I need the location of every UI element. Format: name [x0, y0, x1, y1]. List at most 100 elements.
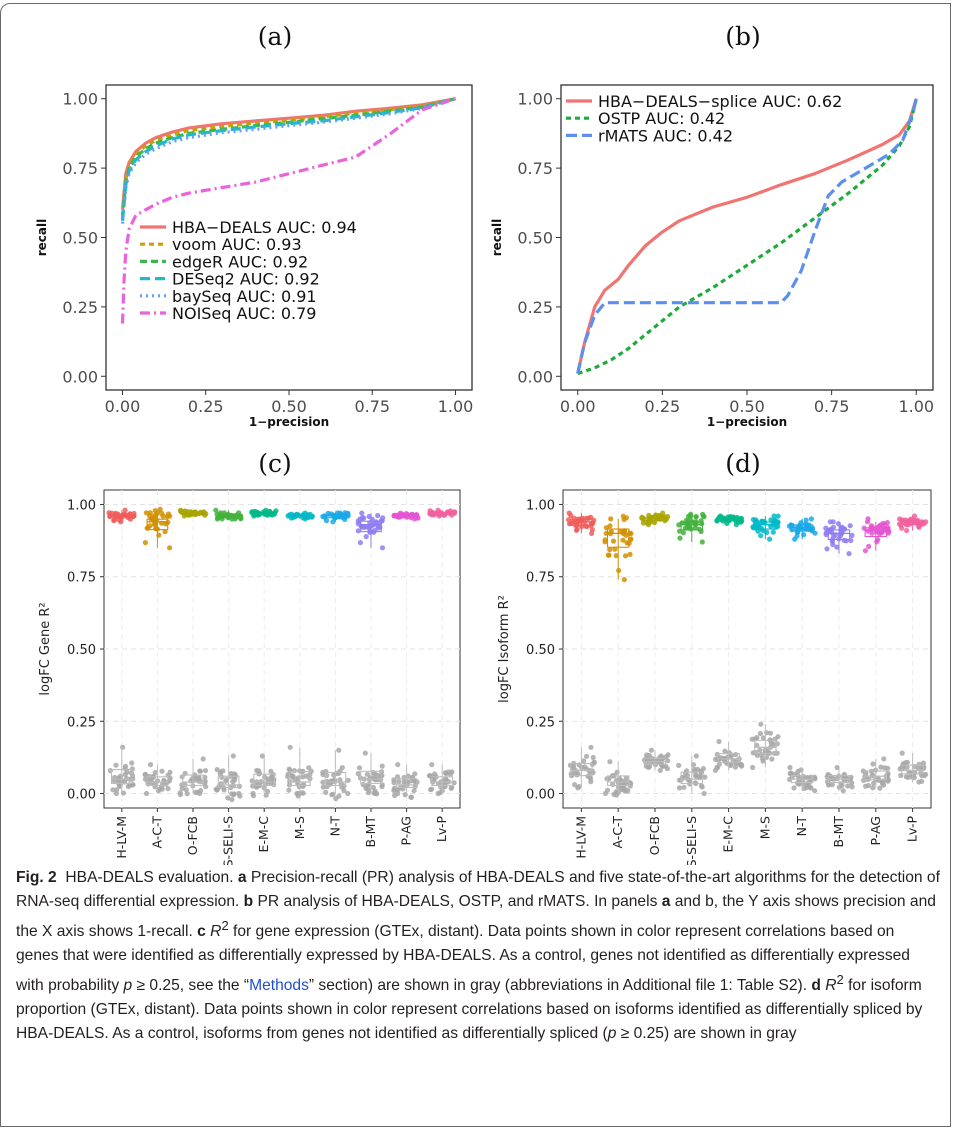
chart-c-ytick-label: 0.50: [67, 643, 96, 658]
caption-a-text: Precision-recall (PR) analysis of HBA-DE…: [16, 869, 940, 910]
chart-c-gray-point: [323, 789, 329, 796]
chart-d-colored-box: [827, 529, 851, 540]
chart-c-gray-point: [337, 777, 343, 783]
chart-d-gray-point: [757, 747, 763, 753]
chart-d-ytick-label: 1.00: [526, 498, 555, 513]
chart-d-ytick-label: 0.00: [526, 788, 555, 803]
caption-panels-a: a: [661, 893, 671, 910]
caption-panels-and: and b, the Y axis shows precision and th…: [16, 893, 936, 941]
chart-c-gray-point: [320, 779, 326, 785]
chart-d-gray-point: [613, 792, 620, 798]
chart-c-gray-point: [221, 787, 227, 793]
chart-d-gray-point: [811, 775, 817, 781]
chart-b-legend-label: HBA−DEALS−splice AUC: 0.62: [598, 92, 842, 111]
chart-d-colored-point: [696, 526, 703, 532]
chart-c-colored-point: [359, 510, 365, 516]
chart-c-gray-point: [437, 790, 443, 796]
chart-d-xtick-label: Lv-P: [905, 816, 920, 843]
chart-c-gray-point: [143, 790, 150, 797]
chart-d-gray-point: [623, 787, 629, 793]
chart-d-gray-point: [899, 750, 905, 756]
chart-c-gray-point: [177, 790, 183, 796]
caption-a-label: a: [237, 869, 247, 886]
chart-c-xtick-label: S-SELI-S: [221, 816, 236, 865]
chart-d-gray-point: [716, 738, 722, 745]
chart-d-xtick-label: H-LV-M: [573, 816, 588, 859]
chart-d-gray-point: [774, 741, 780, 747]
chart-d-colored-point: [602, 539, 608, 545]
chart-c-gray-point: [443, 776, 449, 782]
chart-d-gray-point: [759, 752, 765, 758]
methods-link[interactable]: Methods: [249, 977, 309, 995]
chart-d-colored-point: [616, 567, 622, 574]
chart-d-gray-point: [663, 763, 669, 770]
chart-d-gray-point: [722, 748, 728, 754]
chart-c-gray-point: [265, 776, 271, 782]
chart-c-ytick-label: 0.00: [67, 788, 96, 803]
chart-d-gray-point: [701, 790, 707, 797]
chart-d-ytick-label: 0.25: [526, 715, 555, 730]
chart-d-gray-point: [757, 730, 764, 737]
chart-d-colored-point: [688, 511, 694, 517]
chart-d-xtick-label: S-SELI-S: [684, 816, 699, 865]
chart-c-gray-point: [370, 784, 376, 791]
chart-c-gray-point: [429, 762, 435, 768]
chart-d-ylabel: logFC Isoform R²: [497, 595, 512, 703]
chart-d-colored-box: [754, 521, 777, 530]
chart-c-gray-point: [120, 744, 126, 750]
chart-c-xtick-label: M-S: [292, 816, 307, 839]
chart-c-gray-point: [107, 768, 113, 774]
chart-d-colored-point: [886, 529, 892, 535]
chart-d-colored-point: [622, 553, 629, 559]
chart-a-ytick-label: 0.00: [62, 367, 98, 386]
chart-a-xtick-label: 0.25: [188, 397, 224, 416]
chart-c-ytick-label: 0.25: [67, 715, 96, 730]
chart-d-colored-point: [848, 537, 854, 544]
chart-d-colored-point: [849, 532, 855, 539]
chart-c-gray-point: [228, 770, 234, 777]
chart-d-gray-point: [764, 730, 770, 736]
chart-d-gray-point: [583, 753, 590, 759]
chart-d-gray-point: [581, 758, 587, 764]
chart-a-xtick-label: 0.75: [354, 397, 390, 416]
chart-c-colored-point: [380, 515, 386, 521]
chart-d-gray-point: [687, 781, 693, 787]
chart-d-colored-point: [648, 519, 654, 525]
chart-c-gray-point: [219, 774, 225, 781]
chart-d-gray-point: [684, 768, 690, 774]
chart-d-colored-box: [680, 521, 704, 531]
chart-c-gray-point: [229, 791, 235, 797]
chart-c-gray-box: [288, 771, 311, 787]
chart-c-gray-point: [229, 796, 235, 803]
chart-a-xtick-label: 0.50: [271, 397, 307, 416]
chart-d-colored-point: [607, 547, 613, 553]
chart-a-ytick-label: 1.00: [62, 90, 98, 109]
chart-d-colored-point: [621, 528, 627, 534]
chart-d-gray-point: [572, 782, 578, 788]
chart-d-colored-point: [868, 524, 874, 530]
chart-c-gray-point: [356, 765, 363, 771]
caption-c-text3: ” section) are shown in gray (abbreviati…: [308, 977, 812, 995]
chart-c-gray-point: [411, 788, 417, 794]
chart-d-colored-point: [830, 524, 837, 531]
chart-a-legend-label: voom AUC: 0.93: [172, 235, 302, 254]
caption-d-text2: ≥ 0.25) are shown in gray: [616, 1025, 797, 1043]
chart-a-ytick-label: 0.25: [62, 298, 98, 317]
caption-d-r-symbol: R: [825, 977, 837, 995]
chart-c-colored-point: [361, 524, 367, 530]
caption-c-label: c: [197, 923, 206, 941]
chart-d-gray-point: [791, 785, 797, 791]
chart-d-gray-point: [769, 756, 775, 762]
chart-c-gray-point: [263, 792, 269, 798]
caption-c-text: for gene expression (GTEx, distant). Dat…: [16, 923, 910, 995]
caption-d-p-symbol: p: [607, 1025, 617, 1043]
chart-d-colored-point: [770, 529, 776, 535]
chart-d-colored-point: [786, 523, 793, 529]
chart-d-gray-point: [812, 788, 818, 794]
chart-d-gray-point: [795, 768, 801, 775]
chart-d-colored-point: [628, 530, 634, 537]
chart-c-colored-point: [375, 512, 381, 519]
chart-d-gray-point: [760, 735, 767, 741]
chart-a-ytick-label: 0.50: [62, 229, 98, 248]
chart-c-colored-point: [167, 513, 173, 519]
